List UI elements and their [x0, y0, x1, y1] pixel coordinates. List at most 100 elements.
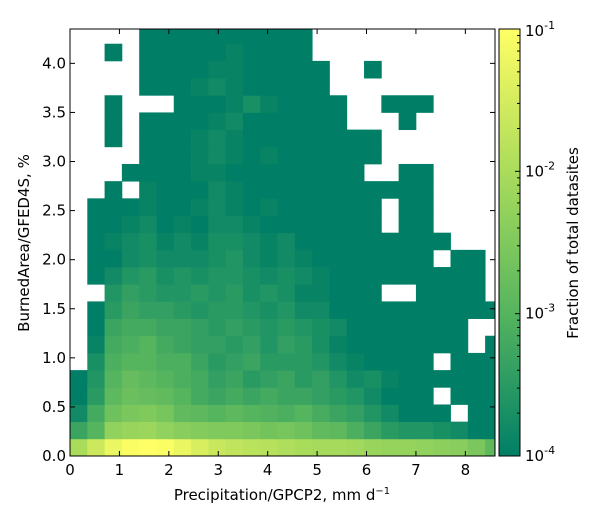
heatmap-cell — [312, 232, 330, 251]
heatmap-cell — [433, 232, 451, 251]
heatmap-cell — [329, 95, 348, 113]
heatmap-cell — [156, 198, 175, 216]
heatmap-cell — [70, 387, 88, 405]
heatmap-cell — [277, 112, 296, 131]
heatmap-cell — [139, 249, 157, 268]
heatmap-cell — [312, 404, 330, 423]
heatmap-cell — [139, 370, 157, 388]
heatmap-cell — [139, 352, 157, 371]
heatmap-cell — [70, 370, 88, 388]
heatmap-cell — [346, 352, 365, 371]
heatmap-cell — [485, 404, 496, 423]
heatmap-cell — [260, 60, 278, 79]
heatmap-cell — [346, 301, 365, 319]
heatmap-cell — [104, 335, 123, 354]
heatmap-cell — [225, 198, 244, 216]
heatmap-cell — [104, 215, 123, 234]
heatmap-cell — [121, 301, 140, 319]
heatmap-cell — [173, 112, 192, 131]
heatmap-cell — [294, 60, 313, 79]
heatmap-cell — [156, 352, 175, 371]
heatmap-cell — [242, 421, 261, 440]
heatmap-cell — [208, 146, 227, 165]
heatmap-cell — [208, 284, 227, 302]
heatmap-cell — [312, 352, 330, 371]
heatmap-cell — [312, 163, 330, 182]
heatmap-cell — [260, 404, 278, 423]
heatmap-cell — [156, 60, 175, 79]
heatmap-cell — [277, 352, 296, 371]
heatmap-cell — [156, 181, 175, 199]
x-tick-label: 7 — [411, 461, 421, 479]
heatmap-cell — [156, 78, 175, 96]
heatmap-cell — [450, 438, 469, 457]
colorbar-tick-label: 10-3 — [525, 302, 555, 323]
heatmap-cell — [208, 404, 227, 423]
heatmap-cell — [381, 267, 400, 285]
heatmap-cell — [121, 421, 140, 440]
heatmap-cell — [467, 267, 486, 285]
heatmap-cell — [208, 421, 227, 440]
heatmap-cell — [139, 232, 157, 251]
heatmap-cell — [381, 352, 400, 371]
heatmap-cell — [242, 284, 261, 302]
x-axis: 0 1 2 3 4 5 6 7 8 — [65, 29, 470, 479]
heatmap-cell — [277, 404, 296, 423]
heatmap-cell — [156, 421, 175, 440]
heatmap-cell — [156, 163, 175, 182]
heatmap-cell — [173, 352, 192, 371]
heatmap-cell — [329, 335, 348, 354]
heatmap-cell — [415, 438, 434, 457]
heatmap-cell — [294, 43, 313, 62]
heatmap-cell — [467, 387, 486, 405]
heatmap-cell — [156, 215, 175, 234]
heatmap-cell — [277, 78, 296, 96]
heatmap-cell — [104, 352, 123, 371]
heatmap-cell — [381, 232, 400, 251]
heatmap-cell — [260, 181, 278, 199]
heatmap-cell — [381, 404, 400, 423]
heatmap-cell — [433, 301, 451, 319]
heatmap-cell — [87, 421, 105, 440]
colorbar-ticks: 10-4 10-3 10-2 10-1 — [515, 19, 555, 465]
heatmap-cell — [329, 129, 348, 148]
heatmap-cell — [260, 352, 278, 371]
heatmap-cell — [467, 404, 486, 423]
heatmap-cell — [139, 267, 157, 285]
heatmap-cell — [121, 163, 140, 182]
heatmap-cell — [277, 301, 296, 319]
heatmap-cell — [294, 249, 313, 268]
heatmap-cell — [346, 129, 365, 148]
heatmap-cell — [485, 352, 496, 371]
heatmap-cell — [70, 438, 88, 457]
heatmap-cell — [242, 387, 261, 405]
heatmap-cell — [433, 318, 451, 337]
heatmap-cell — [415, 95, 434, 113]
heatmap-cell — [467, 284, 486, 302]
heatmap-cell — [104, 438, 123, 457]
y-tick-label: 1.5 — [42, 300, 66, 318]
heatmap-cell — [277, 318, 296, 337]
heatmap-cell — [450, 387, 469, 405]
heatmap-cell — [277, 387, 296, 405]
heatmap-cell — [173, 232, 192, 251]
heatmap-cell — [104, 318, 123, 337]
heatmap-cell — [467, 301, 486, 319]
heatmap-cell — [260, 95, 278, 113]
heatmap-cell — [381, 370, 400, 388]
y-tick-label: 0.5 — [42, 398, 66, 416]
heatmap-cell — [381, 95, 400, 113]
heatmap-cell — [398, 181, 417, 199]
heatmap-cell — [121, 370, 140, 388]
heatmap-cell — [208, 43, 227, 62]
heatmap-cell — [450, 249, 469, 268]
x-tick-label: 3 — [213, 461, 223, 479]
heatmap-cell — [346, 198, 365, 216]
heatmap-cell — [329, 163, 348, 182]
heatmap-cell — [121, 267, 140, 285]
heatmap-cell — [173, 43, 192, 62]
heatmap-cell — [173, 249, 192, 268]
heatmap-cell — [398, 404, 417, 423]
heatmap-cell — [364, 438, 382, 457]
heatmap-cell — [485, 335, 496, 354]
